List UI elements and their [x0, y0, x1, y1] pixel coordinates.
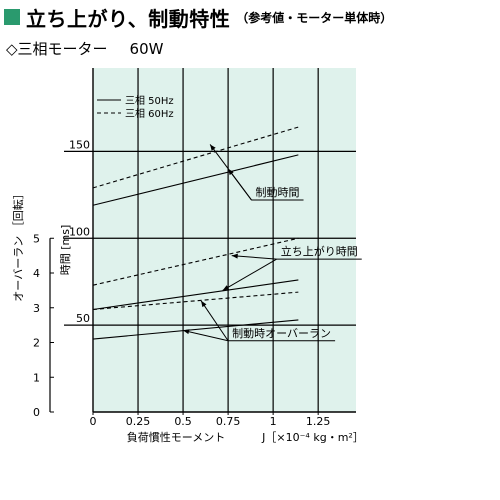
time-axis-title: 時間 [ms] [59, 225, 72, 276]
annotation-leader-1-1 [222, 258, 277, 291]
x-tick-label-4: 1 [270, 415, 277, 428]
x-axis-unit: J［×10⁻⁴ kg・m²］ [261, 431, 364, 444]
series-line-0 [92, 154, 299, 206]
series-line-3 [92, 237, 299, 286]
annotation-arrow-1-1 [222, 285, 230, 291]
time-tick-label-0: 50 [76, 312, 90, 325]
title-square-icon [4, 9, 20, 25]
x-tick-label-0: 0 [90, 415, 97, 428]
x-tick-label-3: 0.75 [216, 415, 241, 428]
annotation-arrow-2-0 [183, 329, 190, 335]
annotation-leader-2-0 [182, 329, 229, 342]
page-title: 立ち上がり、制動特性 [26, 6, 231, 31]
annotation-arrow-2-1 [201, 300, 207, 308]
x-tick-label-5: 1.25 [306, 415, 331, 428]
motor-subtitle: ◇三相モーター 60W [6, 38, 163, 59]
overrun-tick-label-0: 0 [33, 406, 40, 419]
motor-power: 60W [129, 40, 164, 58]
page-title-note: （参考値・モーター単体時） [236, 10, 393, 25]
overrun-axis-title: オーバーラン ［回転］ [12, 188, 25, 301]
overrun-tick-label-4: 4 [33, 267, 40, 280]
annotation-label-2: 制動時オーバーラン [232, 326, 331, 340]
annotation-arrow-1-0 [231, 253, 238, 259]
legend-label-0: 三相 50Hz [125, 94, 174, 107]
annotation-label-1: 立ち上がり時間 [281, 244, 358, 258]
overrun-tick-label-1: 1 [33, 371, 40, 384]
legend-label-1: 三相 60Hz [125, 107, 174, 120]
x-axis-title: 負荷慣性モーメント [127, 430, 226, 444]
annotation-leader-0-1 [209, 144, 252, 201]
series-line-5 [92, 319, 299, 340]
time-tick-label-2: 150 [69, 138, 90, 151]
x-tick-label-2: 0.5 [174, 415, 192, 428]
annotation-leader-2-1 [200, 300, 229, 342]
overrun-tick-label-2: 2 [33, 337, 40, 350]
series-line-2 [92, 279, 299, 311]
x-tick-label-1: 0.25 [126, 415, 151, 428]
annotation-leader-1-0 [231, 255, 277, 260]
motor-type: ◇三相モーター [6, 40, 108, 58]
series-line-4 [92, 291, 299, 311]
overrun-tick-label-3: 3 [33, 302, 40, 315]
annotation-arrow-0-1 [210, 144, 216, 151]
overrun-tick-label-5: 5 [33, 232, 40, 245]
plot-background [93, 68, 356, 412]
series-line-1 [92, 126, 299, 189]
annotation-label-0: 制動時間 [256, 185, 300, 199]
time-tick-label-1: 100 [69, 225, 90, 238]
title-row: 立ち上がり、制動特性 （参考値・モーター単体時） [4, 4, 393, 31]
